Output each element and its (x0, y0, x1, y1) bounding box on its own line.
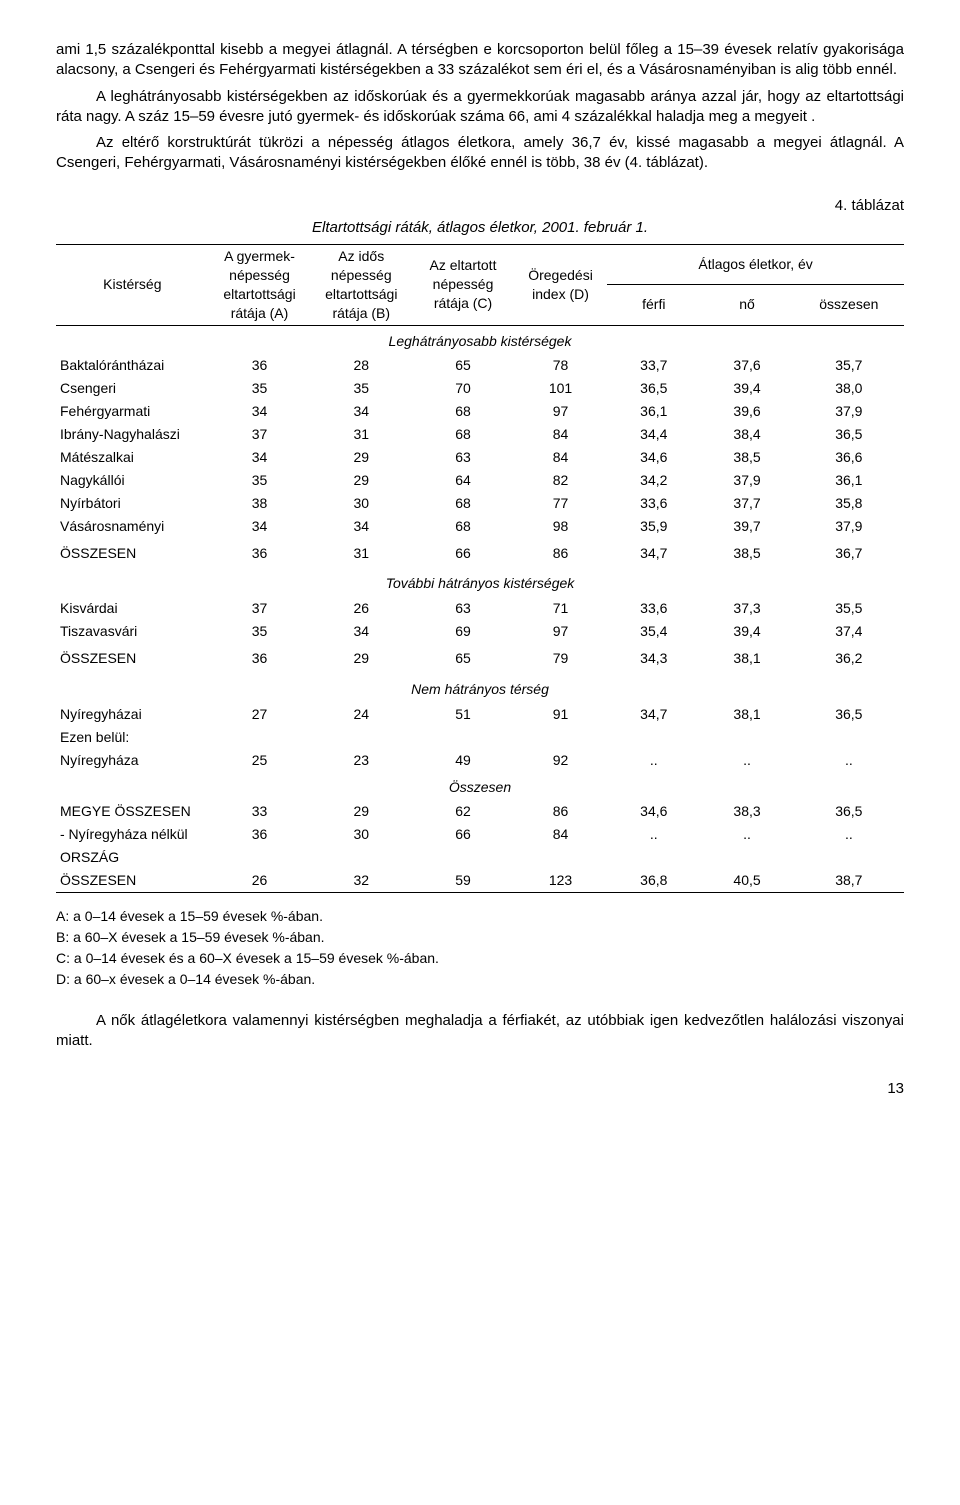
note-d: D: a 60–x évesek a 0–14 évesek %-ában. (56, 970, 904, 989)
paragraph-1: ami 1,5 százalékponttal kisebb a megyei … (56, 40, 904, 81)
table-row: Ibrány-Nagyhalászi3731688434,438,436,5 (56, 423, 904, 446)
table-row: ORSZÁG (56, 846, 904, 869)
table-title: Eltartottsági ráták, átlagos életkor, 20… (56, 218, 904, 238)
table-caption: 4. táblázat (56, 196, 904, 216)
note-b: B: a 60–X évesek a 15–59 évesek %-ában. (56, 928, 904, 947)
paragraph-2: A leghátrányosabb kistérségekben az idős… (56, 87, 904, 128)
table-row: - Nyíregyháza nélkül36306684...... (56, 823, 904, 846)
th-col-d: Öregedési index (D) (514, 245, 607, 326)
th-osszesen: összesen (794, 285, 904, 325)
paragraph-3: Az eltérő korstruktúrát tükrözi a népess… (56, 133, 904, 174)
th-col-c: Az eltartott népesség rátája (C) (412, 245, 514, 326)
table-row: Fehérgyarmati3434689736,139,637,9 (56, 400, 904, 423)
table-row: ÖSSZESEN26325912336,840,538,7 (56, 869, 904, 892)
th-group-age: Átlagos életkor, év (607, 245, 904, 285)
paragraph-4: A nők átlagéletkora valamennyi kistérség… (56, 1011, 904, 1052)
table-row: Ezen belül: (56, 726, 904, 749)
table-row: Csengeri35357010136,539,438,0 (56, 377, 904, 400)
table-row: Vásárosnaményi3434689835,939,737,9 (56, 515, 904, 538)
page-number: 13 (56, 1079, 904, 1099)
table-row: Tiszavasvári3534699735,439,437,4 (56, 620, 904, 643)
data-table: Kistérség A gyermek-népesség eltartottsá… (56, 244, 904, 893)
note-c: C: a 0–14 évesek és a 60–X évesek a 15–5… (56, 949, 904, 968)
table-row: Nyírbátori3830687733,637,735,8 (56, 492, 904, 515)
th-kisterseg: Kistérség (56, 245, 209, 326)
section-4: Összesen (56, 772, 904, 801)
table-row: MEGYE ÖSSZESEN3329628634,638,336,5 (56, 800, 904, 823)
section-2: További hátrányos kistérségek (56, 568, 904, 597)
section-1: Leghátrányosabb kistérségek (56, 325, 904, 354)
th-ferfi: férfi (607, 285, 700, 325)
th-col-b: Az idős népesség eltartottsági rátája (B… (310, 245, 412, 326)
table-row: Baktalórántházai3628657833,737,635,7 (56, 354, 904, 377)
th-col-a: A gyermek-népesség eltartottsági rátája … (209, 245, 311, 326)
section-3: Nem hátrányos térség (56, 674, 904, 703)
table-row: Nagykállói3529648234,237,936,1 (56, 469, 904, 492)
th-no: nő (700, 285, 793, 325)
sum-row-1: ÖSSZESEN3631668634,738,536,7 (56, 538, 904, 569)
table-row: Nyíregyházai2724519134,738,136,5 (56, 703, 904, 726)
table-row: Kisvárdai3726637133,637,335,5 (56, 597, 904, 620)
note-a: A: a 0–14 évesek a 15–59 évesek %-ában. (56, 907, 904, 926)
table-row: Mátészalkai3429638434,638,536,6 (56, 446, 904, 469)
table-notes: A: a 0–14 évesek a 15–59 évesek %-ában. … (56, 907, 904, 989)
sum-row-2: ÖSSZESEN3629657934,338,136,2 (56, 643, 904, 674)
table-row: Nyíregyháza25234992...... (56, 749, 904, 772)
